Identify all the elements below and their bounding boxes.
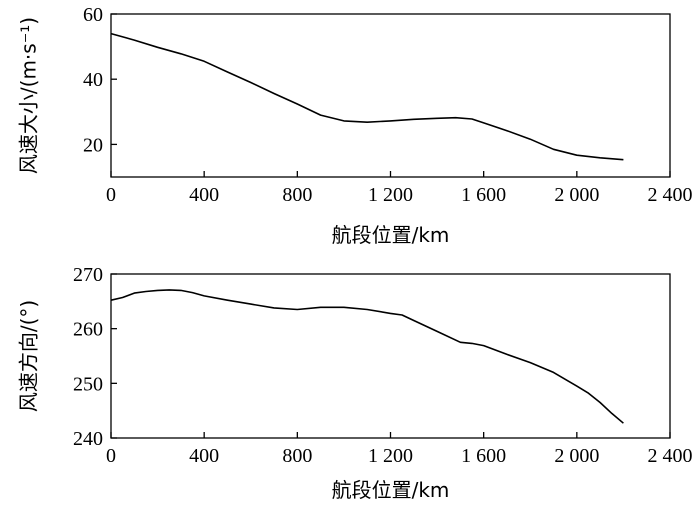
wind-speed-panel: 20 40 60 0 400 800 1 200 1 600 2 000 2 400 航段位置/…: [17, 4, 693, 247]
x-tick-label: 0: [106, 184, 116, 206]
x-axis: 0 400 800 1 200 1 600 2 000 2 400: [106, 432, 693, 467]
plot-frame: [110, 13, 671, 178]
x-tick-label: 2 000: [554, 184, 599, 206]
wind-speed-line: [110, 32, 624, 161]
x-tick-label: 2 400: [648, 445, 693, 467]
y-tick-label: 260: [73, 319, 103, 341]
x-tick-label: 0: [106, 445, 116, 467]
y-tick-label: 20: [83, 134, 103, 156]
y-axis-title: 风速方向/(°): [17, 300, 41, 412]
y-tick-label: 240: [73, 428, 103, 450]
plot-frame: [110, 273, 671, 439]
y-tick-label: 40: [83, 69, 103, 91]
x-tick-label: 800: [282, 445, 312, 467]
wind-direction-panel: 240 250 260 270 0 400 800 1 200 1 600 2 000 2 400…: [17, 264, 693, 502]
x-tick-label: 1 600: [461, 184, 506, 206]
x-axis: 0 400 800 1 200 1 600 2 000 2 400: [106, 171, 693, 206]
y-tick-label: 60: [83, 4, 103, 26]
x-tick-label: 400: [189, 445, 219, 467]
y-tick-label: 270: [73, 264, 103, 286]
x-tick-label: 2 400: [648, 184, 693, 206]
x-tick-label: 2 000: [554, 445, 599, 467]
x-tick-label: 800: [282, 184, 312, 206]
x-axis-title: 航段位置/km: [332, 223, 450, 247]
y-axis: 20 40 60: [83, 4, 117, 156]
x-axis-title: 航段位置/km: [332, 478, 450, 502]
x-tick-label: 1 200: [368, 445, 413, 467]
wind-direction-line: [110, 289, 624, 424]
y-axis: 240 250 260 270: [73, 264, 117, 450]
y-tick-label: 250: [73, 373, 103, 395]
x-tick-label: 1 200: [368, 184, 413, 206]
x-tick-label: 400: [189, 184, 219, 206]
y-axis-title: 风速大小/(m·s⁻¹): [17, 17, 41, 174]
x-tick-label: 1 600: [461, 445, 506, 467]
